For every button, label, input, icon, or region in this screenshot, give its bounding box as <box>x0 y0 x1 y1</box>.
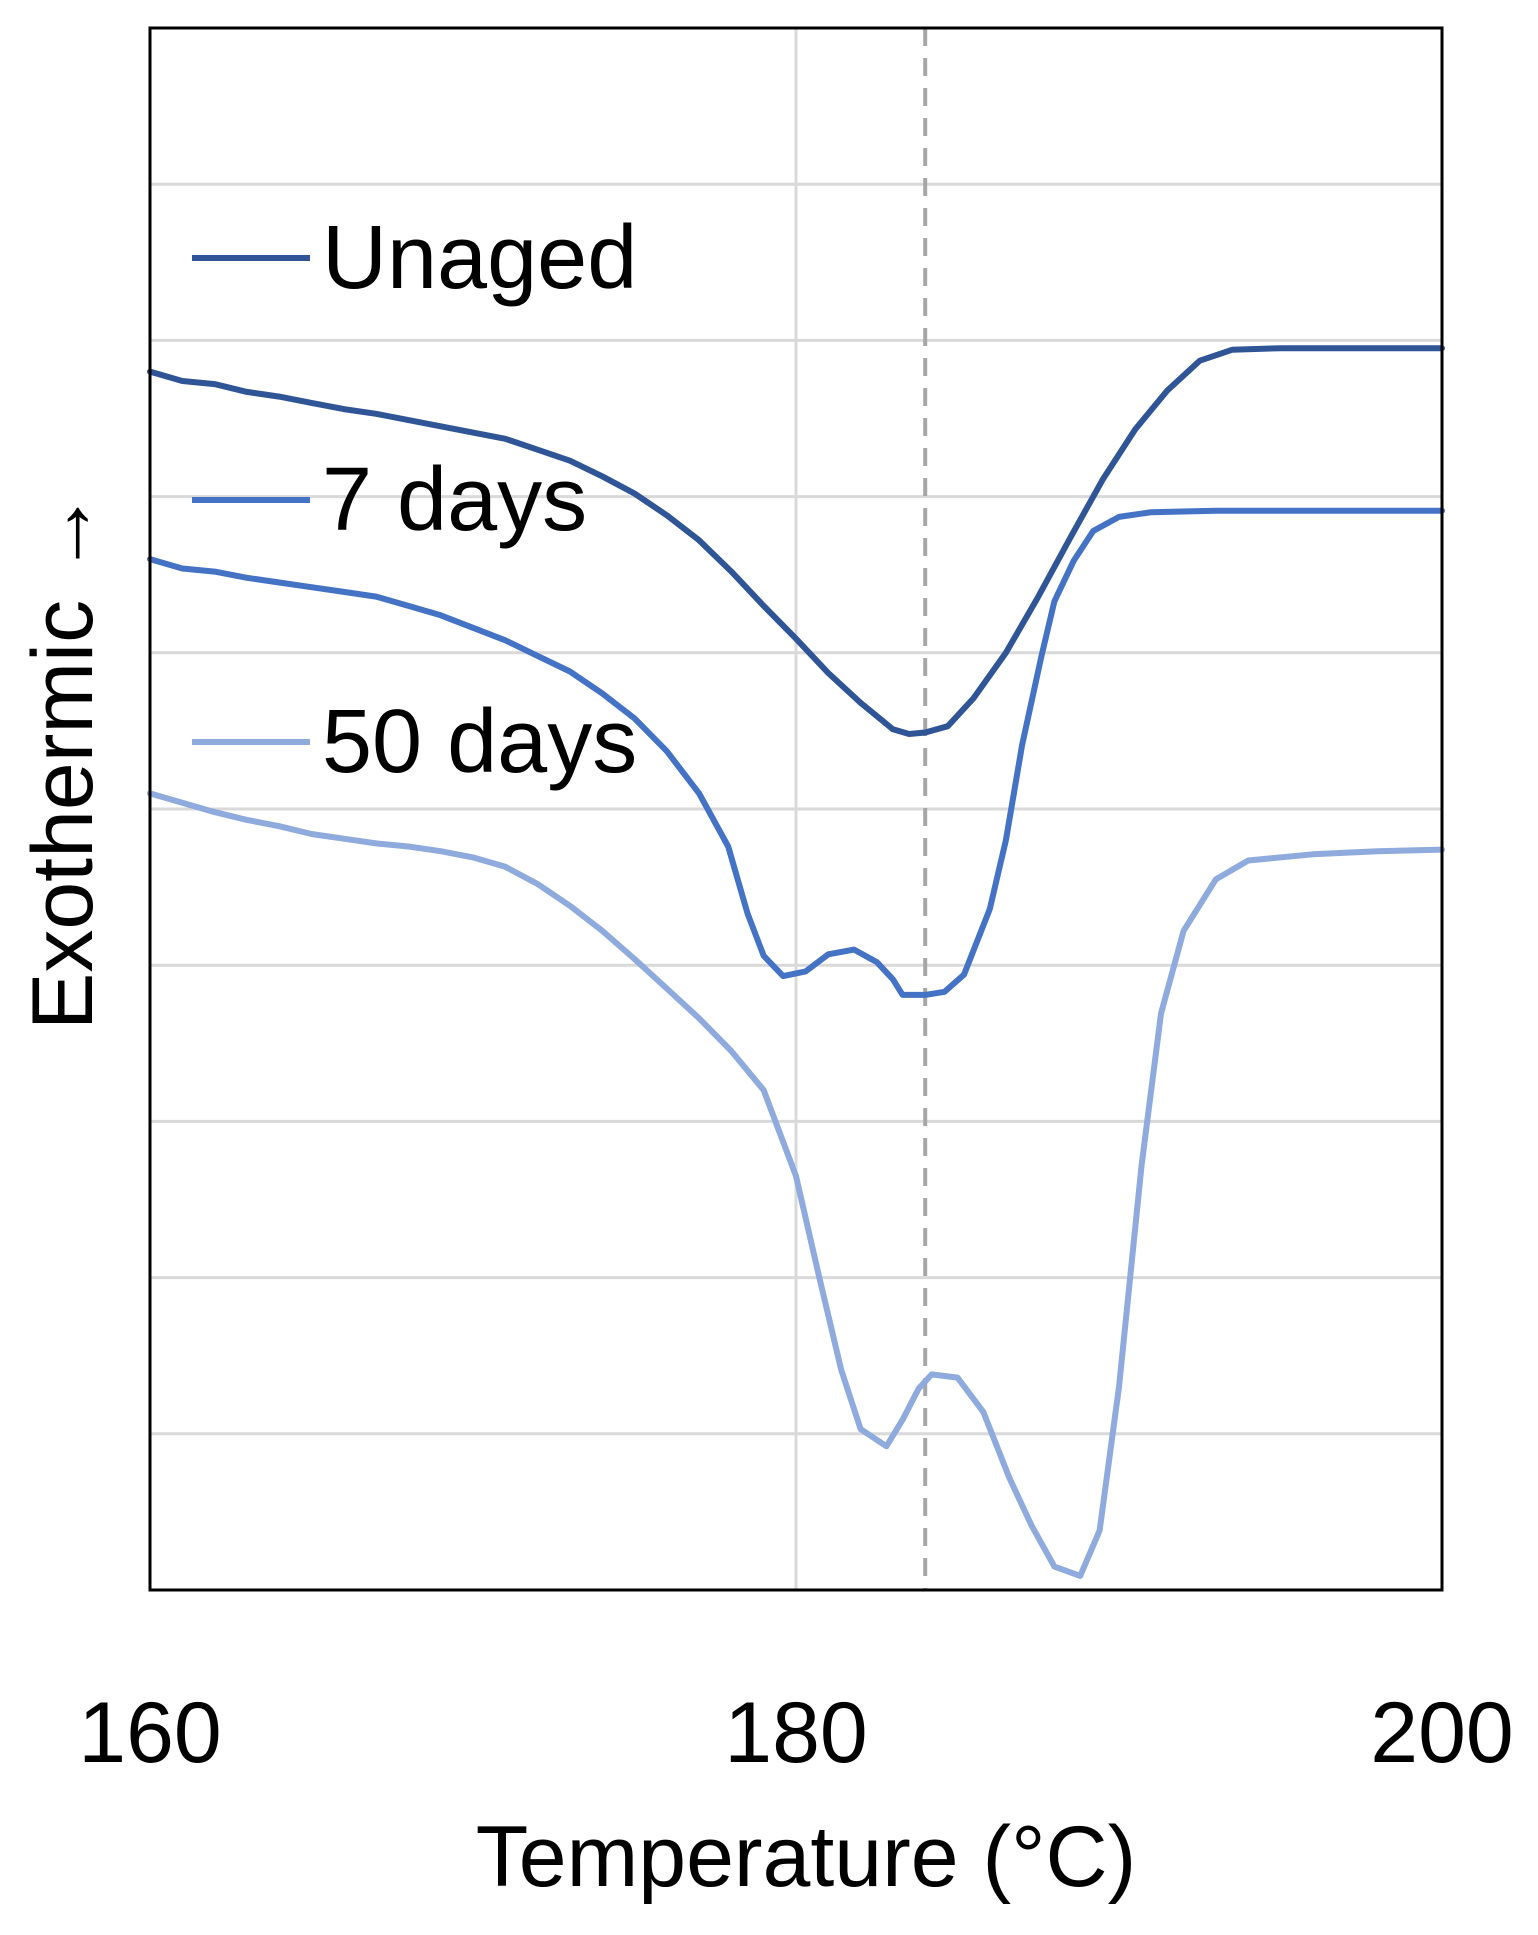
legend-label: 7 days <box>322 450 587 550</box>
series-layer <box>147 345 1445 1579</box>
x-tick-label: 180 <box>724 1685 868 1781</box>
legend-label: 50 days <box>322 692 637 792</box>
plot-area-frame <box>148 26 1444 1592</box>
legend-label: Unaged <box>322 208 637 308</box>
x-axis-tick-labels: 160 180 200 <box>78 1685 1514 1781</box>
x-tick-label: 200 <box>1370 1685 1514 1781</box>
series-line-50-days <box>147 790 1445 1579</box>
grid-layer <box>150 28 1442 1590</box>
y-axis-label: Exothermic → <box>15 490 111 1030</box>
series-line-7-days <box>147 507 1445 998</box>
x-axis-label: Temperature (°C) <box>476 1809 1136 1905</box>
legend: Unaged 7 days 50 days <box>192 208 637 792</box>
series-line-unaged <box>147 345 1445 737</box>
x-tick-label: 160 <box>78 1685 222 1781</box>
